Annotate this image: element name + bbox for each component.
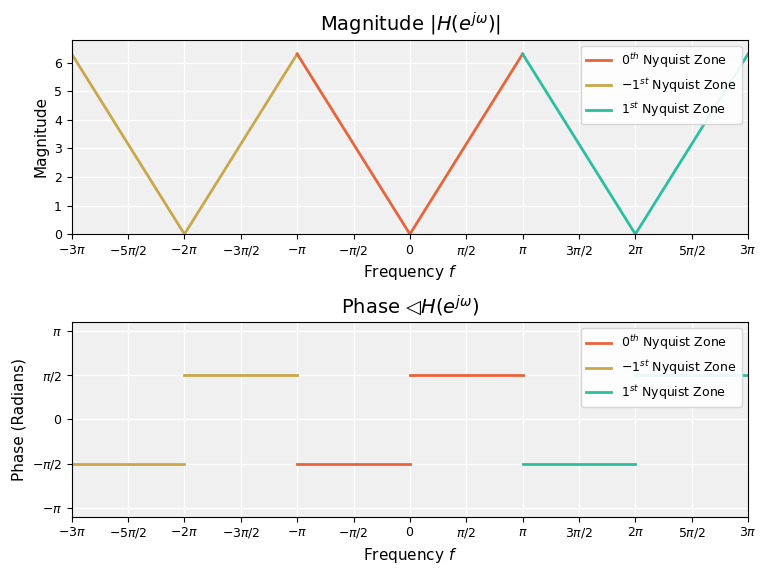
$1^{st}$ Nyquist Zone (518, 51, 527, 58)
$0^{th}$ Nyquist Zone (518, 51, 527, 58)
Line: $-1^{st}$ Nyquist Zone: $-1^{st}$ Nyquist Zone (71, 54, 297, 234)
$0^{th}$ Nyquist Zone (293, 460, 302, 467)
$1^{st}$ Nyquist Zone (518, 460, 527, 467)
$0^{th}$ Nyquist Zone (406, 460, 415, 467)
$0^{th}$ Nyquist Zone (406, 231, 415, 238)
$-1^{st}$ Nyquist Zone (67, 51, 76, 58)
X-axis label: Frequency $f$: Frequency $f$ (362, 263, 457, 282)
Line: $0^{th}$ Nyquist Zone: $0^{th}$ Nyquist Zone (297, 54, 522, 234)
$1^{st}$ Nyquist Zone (743, 51, 753, 58)
$-1^{st}$ Nyquist Zone (293, 51, 302, 58)
X-axis label: Frequency $f$: Frequency $f$ (362, 546, 457, 565)
$-1^{st}$ Nyquist Zone (180, 231, 189, 238)
$1^{st}$ Nyquist Zone (631, 460, 640, 467)
Line: $1^{st}$ Nyquist Zone: $1^{st}$ Nyquist Zone (522, 54, 748, 234)
$-1^{st}$ Nyquist Zone (67, 460, 76, 467)
Y-axis label: Phase (Radians): Phase (Radians) (11, 358, 26, 481)
$0^{th}$ Nyquist Zone (293, 51, 302, 58)
$1^{st}$ Nyquist Zone (631, 231, 640, 238)
Title: Phase $\triangleleft H(e^{j\omega})$: Phase $\triangleleft H(e^{j\omega})$ (341, 294, 479, 319)
Title: Magnitude $|H(e^{j\omega})|$: Magnitude $|H(e^{j\omega})|$ (319, 11, 500, 39)
Y-axis label: Magnitude: Magnitude (34, 96, 48, 177)
Legend: $0^{th}$ Nyquist Zone, $-1^{st}$ Nyquist Zone, $1^{st}$ Nyquist Zone: $0^{th}$ Nyquist Zone, $-1^{st}$ Nyquist… (581, 328, 742, 407)
$-1^{st}$ Nyquist Zone (180, 460, 189, 467)
Legend: $0^{th}$ Nyquist Zone, $-1^{st}$ Nyquist Zone, $1^{st}$ Nyquist Zone: $0^{th}$ Nyquist Zone, $-1^{st}$ Nyquist… (581, 46, 742, 124)
